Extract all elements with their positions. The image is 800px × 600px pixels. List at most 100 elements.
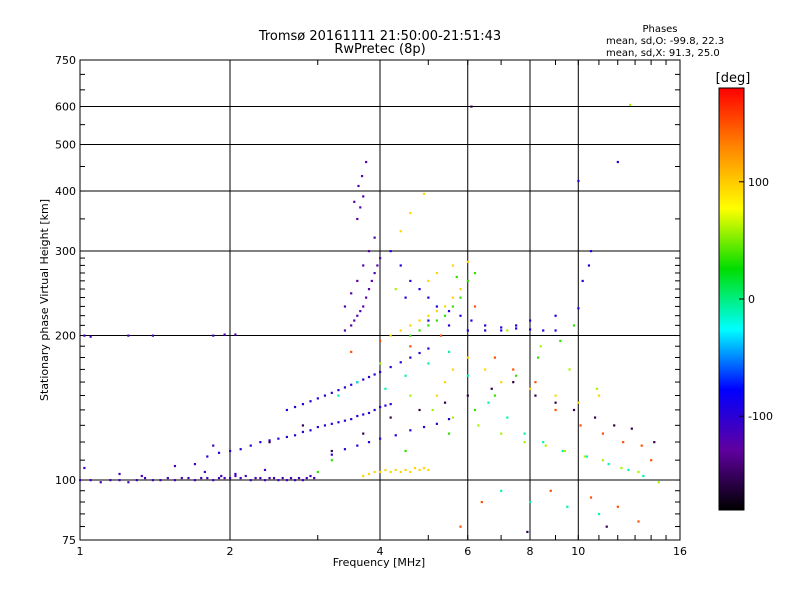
x-tick-label: 4 xyxy=(377,545,384,558)
data-point xyxy=(422,466,426,470)
data-point xyxy=(127,334,130,337)
data-point xyxy=(259,441,262,444)
colorbar-tick-label: -100 xyxy=(748,410,773,423)
data-point xyxy=(529,500,532,504)
data-point xyxy=(523,441,526,444)
data-point xyxy=(572,324,576,327)
data-point xyxy=(399,361,402,364)
data-point xyxy=(422,192,426,195)
data-point xyxy=(466,394,469,397)
data-point xyxy=(293,405,297,409)
data-point xyxy=(477,424,480,427)
data-point xyxy=(484,368,487,371)
data-point xyxy=(597,512,601,516)
data-point xyxy=(435,319,438,322)
data-point xyxy=(309,474,312,478)
data-point xyxy=(542,441,545,444)
data-point xyxy=(473,305,477,308)
data-point xyxy=(301,403,305,406)
data-point xyxy=(83,466,86,470)
data-point xyxy=(539,345,542,348)
data-point xyxy=(409,212,412,215)
data-point xyxy=(597,394,601,397)
data-point xyxy=(394,434,397,437)
data-point xyxy=(373,236,376,239)
y-tick-label: 75 xyxy=(62,534,76,547)
data-points xyxy=(79,103,660,534)
data-point xyxy=(561,449,564,453)
data-point xyxy=(373,373,376,376)
stats-line-o: mean, sd,O: -99.8, 22.3 xyxy=(606,36,724,47)
data-point xyxy=(500,432,503,435)
data-point xyxy=(650,459,653,462)
data-point xyxy=(577,401,580,404)
data-point xyxy=(523,432,526,435)
data-point xyxy=(443,401,447,404)
data-point xyxy=(143,476,147,480)
data-point xyxy=(480,500,483,504)
data-point xyxy=(568,368,571,371)
data-point xyxy=(447,324,451,327)
data-point xyxy=(554,314,557,317)
data-point xyxy=(389,334,392,337)
data-point xyxy=(399,329,402,332)
data-point xyxy=(254,476,257,480)
data-point xyxy=(404,468,407,472)
data-point xyxy=(404,374,407,377)
data-point xyxy=(220,474,223,478)
data-point xyxy=(239,448,242,451)
data-point xyxy=(350,324,353,327)
data-point xyxy=(229,449,232,453)
y-tick-label: 400 xyxy=(55,185,76,198)
data-point xyxy=(193,462,197,466)
data-point xyxy=(135,479,138,482)
data-point xyxy=(301,479,305,482)
data-point xyxy=(389,416,392,419)
data-point xyxy=(572,408,576,412)
y-tick-labels: 75 100 200 300 400 500 600 750 xyxy=(55,54,76,547)
data-point xyxy=(379,470,382,474)
data-point xyxy=(534,381,537,384)
data-point xyxy=(249,444,252,447)
data-point xyxy=(297,476,301,480)
data-point xyxy=(370,279,373,283)
data-point xyxy=(616,160,619,164)
data-point xyxy=(459,288,462,291)
data-point xyxy=(627,468,630,472)
data-point xyxy=(330,391,333,394)
data-point xyxy=(203,470,206,474)
data-point xyxy=(206,476,209,480)
colorbar-tick-label: 0 xyxy=(748,293,755,306)
data-point xyxy=(451,264,455,267)
data-point xyxy=(362,413,365,416)
data-point xyxy=(362,432,365,435)
data-point xyxy=(506,416,509,419)
data-point xyxy=(554,394,557,397)
data-point xyxy=(316,425,319,429)
x-tick-label: 6 xyxy=(464,545,471,558)
data-point xyxy=(285,435,288,439)
data-point xyxy=(515,374,518,377)
data-point xyxy=(422,425,426,429)
data-point xyxy=(653,441,656,444)
y-tick-label: 100 xyxy=(55,474,76,487)
data-point xyxy=(607,462,610,466)
data-point xyxy=(268,441,271,444)
x-tick-label: 8 xyxy=(527,545,534,558)
data-point xyxy=(379,370,382,374)
data-point xyxy=(605,525,608,528)
data-point xyxy=(455,275,458,279)
data-point xyxy=(379,437,382,440)
data-point xyxy=(549,489,552,492)
data-point xyxy=(330,422,333,425)
data-point xyxy=(435,309,438,313)
data-point xyxy=(427,319,430,322)
data-point xyxy=(187,476,190,480)
data-point xyxy=(500,326,503,329)
data-point xyxy=(367,411,371,415)
data-point xyxy=(313,476,316,480)
data-point xyxy=(447,350,451,353)
data-point xyxy=(384,404,387,407)
data-point xyxy=(330,449,333,453)
data-point xyxy=(316,470,319,474)
